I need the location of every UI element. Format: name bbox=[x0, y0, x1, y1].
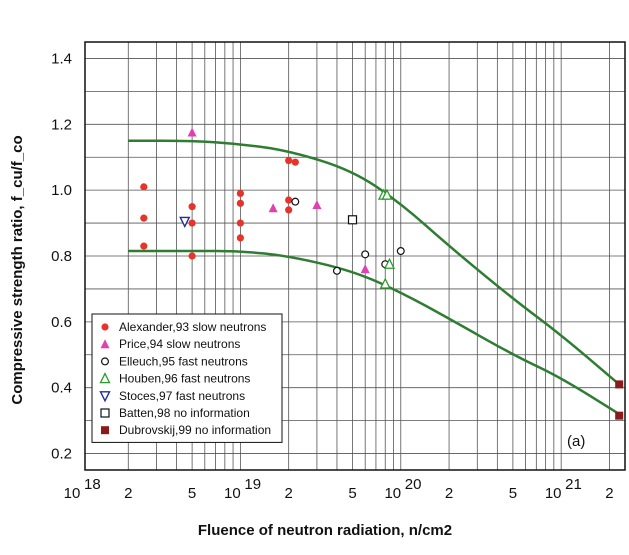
legend-entry: Alexander,93 slow neutrons bbox=[101, 320, 266, 334]
data-point bbox=[188, 203, 196, 211]
legend-label: Batten,98 no information bbox=[119, 406, 250, 420]
data-point bbox=[188, 252, 196, 260]
x-tick-label: 10 bbox=[545, 485, 562, 502]
plot-frame bbox=[84, 41, 626, 471]
data-point bbox=[236, 189, 244, 198]
data-point bbox=[285, 196, 293, 204]
legend-label: Elleuch,95 fast neutrons bbox=[119, 354, 248, 368]
y-tick-label: 0.8 bbox=[51, 248, 72, 265]
legend-entry: Price,94 slow neutrons bbox=[100, 337, 240, 351]
data-point bbox=[396, 247, 405, 256]
x-tick-label: 5 bbox=[509, 485, 517, 502]
legend-label: Price,94 slow neutrons bbox=[119, 337, 240, 351]
x-tick-label: 10 bbox=[64, 485, 81, 502]
data-point bbox=[361, 250, 370, 259]
data-point bbox=[381, 188, 393, 200]
y-tick-label: 0.4 bbox=[51, 380, 72, 397]
lower-bound-curve bbox=[128, 249, 620, 416]
data-point bbox=[140, 214, 148, 222]
legend-marker bbox=[100, 408, 110, 418]
data-point bbox=[140, 183, 148, 191]
data-point bbox=[332, 266, 341, 275]
data-point bbox=[347, 215, 358, 225]
legend-label: Alexander,93 slow neutrons bbox=[119, 320, 266, 334]
data-point bbox=[236, 234, 244, 242]
data-point bbox=[187, 127, 197, 137]
x-tick-label: 2 bbox=[124, 485, 132, 502]
data-point bbox=[236, 219, 244, 227]
legend-label: Stoces,97 fast neutrons bbox=[119, 389, 245, 403]
legend-entry: Houben,96 fast neutrons bbox=[99, 372, 250, 386]
x-tick-label: 2 bbox=[285, 485, 293, 502]
legend-marker bbox=[99, 391, 111, 403]
data-point bbox=[383, 257, 396, 269]
legend-marker bbox=[99, 372, 111, 384]
data-point bbox=[236, 199, 244, 207]
data-point bbox=[188, 219, 196, 227]
legend-box bbox=[91, 313, 283, 443]
data-point bbox=[291, 158, 299, 166]
data-point bbox=[285, 156, 293, 165]
legend-marker bbox=[101, 323, 109, 331]
y-tick-label: 1.0 bbox=[51, 182, 72, 199]
y-tick-labels: 0.2 0.4 0.6 0.8 1.0 1.2 1.4 bbox=[51, 50, 72, 462]
x-tick-label: 5 bbox=[188, 485, 196, 502]
data-point bbox=[615, 380, 624, 389]
y-tick-label: 1.2 bbox=[51, 116, 72, 133]
legend-marker bbox=[100, 339, 110, 349]
data-point bbox=[360, 264, 370, 274]
legend-entry: Batten,98 no information bbox=[100, 406, 250, 420]
data-point bbox=[268, 203, 278, 213]
legend-label: Dubrovskij,99 no information bbox=[119, 423, 271, 437]
x-tick-label: 10 bbox=[224, 485, 241, 502]
data-point bbox=[140, 242, 148, 250]
data-point bbox=[285, 206, 293, 214]
data-point bbox=[379, 277, 391, 289]
legend-label: Houben,96 fast neutrons bbox=[119, 372, 250, 386]
legend-entry: Elleuch,95 fast neutrons bbox=[100, 354, 248, 368]
data-point bbox=[291, 197, 300, 206]
legend-marker bbox=[100, 357, 109, 366]
legend: Alexander,93 slow neutrons Price,94 slow … bbox=[91, 313, 283, 443]
legend-entry: Stoces,97 fast neutrons bbox=[99, 389, 245, 403]
bound-curves bbox=[128, 139, 621, 416]
data-point bbox=[312, 199, 322, 209]
x-tick-label: 10 bbox=[384, 485, 401, 502]
upper-bound-curve bbox=[128, 139, 621, 386]
legend-entry: Dubrovskij,99 no information bbox=[101, 423, 271, 437]
x-axis-label: Fluence of neutron radiation, n/cm2 bbox=[198, 522, 452, 539]
x-tick-exponent: 21 bbox=[565, 476, 582, 493]
x-tick-label: 2 bbox=[605, 485, 613, 502]
legend-marker bbox=[101, 426, 109, 435]
y-axis-label: Compressive strength ratio, f_cu/f_co bbox=[9, 135, 26, 404]
y-tick-label: 1.4 bbox=[51, 50, 72, 67]
data-point bbox=[179, 216, 191, 228]
x-tick-exponent: 18 bbox=[84, 476, 101, 493]
data-points bbox=[140, 127, 624, 420]
x-tick-exponent: 19 bbox=[244, 476, 261, 493]
x-tick-exponent: 20 bbox=[405, 476, 422, 493]
y-tick-label: 0.6 bbox=[51, 314, 72, 331]
data-point bbox=[615, 411, 624, 420]
panel-annotation: (a) bbox=[567, 433, 585, 450]
x-tick-label: 2 bbox=[445, 485, 453, 502]
y-tick-label: 0.2 bbox=[51, 446, 72, 463]
x-tick-label: 5 bbox=[348, 485, 356, 502]
